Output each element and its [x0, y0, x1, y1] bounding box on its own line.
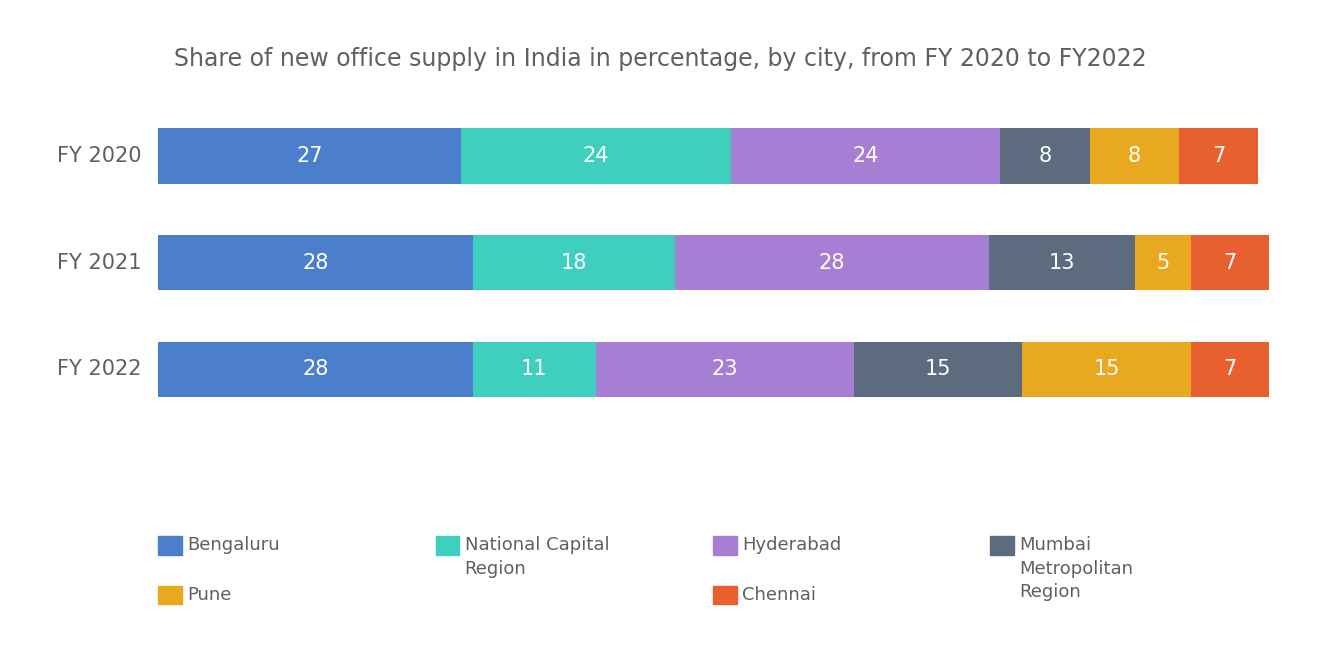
Bar [854, 342, 1022, 397]
Bar [1022, 342, 1191, 397]
Text: 27: 27 [297, 146, 323, 166]
Text: 28: 28 [302, 253, 329, 273]
Text: 18: 18 [561, 253, 586, 273]
Text: Mumbai
Metropolitan
Region: Mumbai Metropolitan Region [1019, 536, 1133, 601]
Text: FY 2021: FY 2021 [57, 253, 141, 273]
Text: 24: 24 [582, 146, 610, 166]
Bar [675, 235, 989, 291]
Text: 8: 8 [1039, 146, 1051, 166]
Text: 11: 11 [521, 360, 548, 380]
Bar [999, 128, 1089, 184]
Text: 5: 5 [1156, 253, 1170, 273]
Bar [473, 235, 675, 291]
Text: 23: 23 [711, 360, 738, 380]
Bar [730, 128, 999, 184]
Text: Bengaluru: Bengaluru [187, 536, 280, 555]
Text: 24: 24 [851, 146, 879, 166]
Text: Hyderabad: Hyderabad [742, 536, 841, 555]
Bar [1134, 235, 1191, 291]
Text: FY 2022: FY 2022 [57, 360, 141, 380]
Text: 8: 8 [1129, 146, 1140, 166]
Text: 7: 7 [1224, 360, 1237, 380]
Bar [1191, 342, 1269, 397]
Bar [989, 235, 1134, 291]
Bar [1089, 128, 1179, 184]
Text: 15: 15 [925, 360, 952, 380]
Text: FY 2020: FY 2020 [57, 146, 141, 166]
Text: 7: 7 [1212, 146, 1225, 166]
Bar [158, 342, 473, 397]
Bar [1179, 128, 1258, 184]
Text: Share of new office supply in India in percentage, by city, from FY 2020 to FY20: Share of new office supply in India in p… [174, 47, 1146, 70]
Text: National Capital
Region: National Capital Region [465, 536, 610, 578]
Text: Pune: Pune [187, 586, 232, 604]
Text: 13: 13 [1048, 253, 1074, 273]
Bar [461, 128, 730, 184]
Bar [595, 342, 854, 397]
Text: Chennai: Chennai [742, 586, 816, 604]
Bar [473, 342, 595, 397]
Text: 28: 28 [818, 253, 845, 273]
Text: 15: 15 [1093, 360, 1119, 380]
Text: 28: 28 [302, 360, 329, 380]
Bar [1191, 235, 1269, 291]
Bar [158, 128, 461, 184]
Text: 7: 7 [1224, 253, 1237, 273]
Bar [158, 235, 473, 291]
